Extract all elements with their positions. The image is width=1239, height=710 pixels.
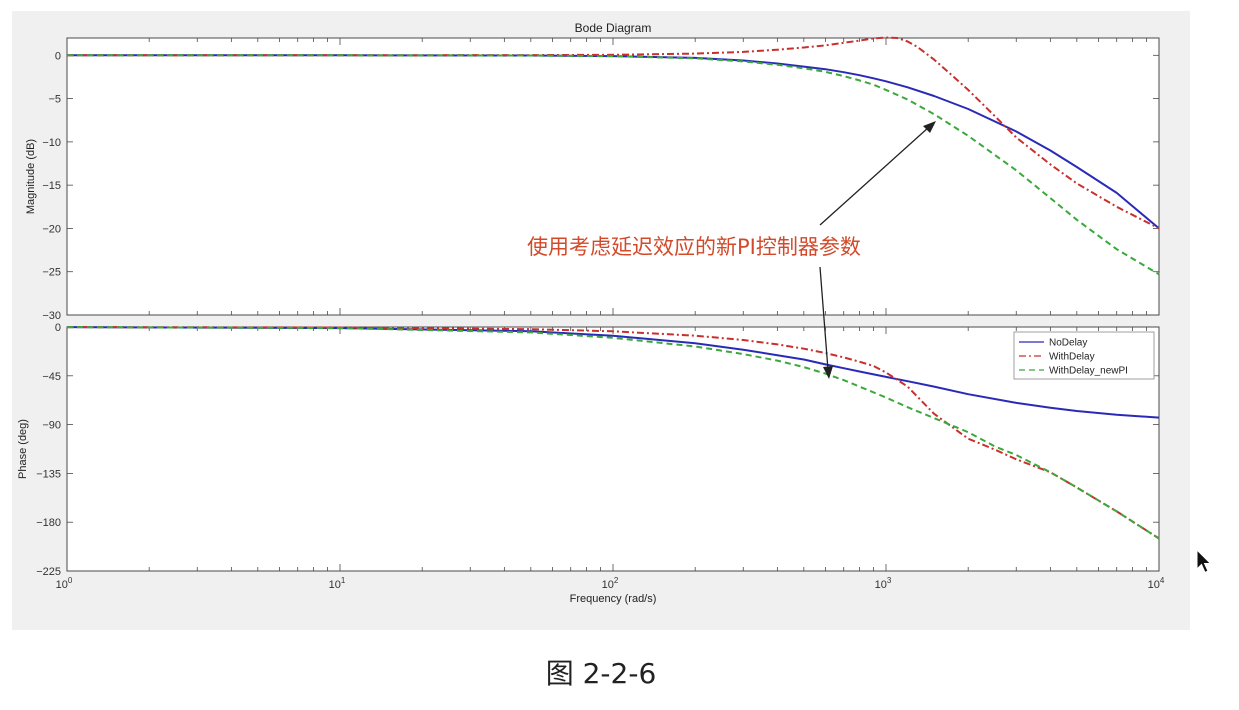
x-tick-label: 104 <box>1148 576 1165 591</box>
magnitude-axes <box>66 37 1160 316</box>
x-tick-label: 100 <box>56 576 73 591</box>
phase-series-nodelay <box>66 326 1160 419</box>
phase-y-tick-label: 0 <box>55 322 61 334</box>
phase-y-tick-label: −45 <box>42 371 61 383</box>
annotation-text: 使用考虑延迟效应的新PI控制器参数 <box>527 235 861 259</box>
legend-entry: WithDelay_newPI <box>1049 366 1128 377</box>
phase-axes <box>66 326 1160 572</box>
magnitude-y-tick-label: −25 <box>42 267 61 279</box>
x-tick-label: 101 <box>329 576 346 591</box>
magnitude-ylabel: Magnitude (dB) <box>25 139 37 214</box>
magnitude-y-tick-label: 0 <box>55 50 61 62</box>
magnitude-y-tick-label: −15 <box>42 180 61 192</box>
legend-entry: NoDelay <box>1049 338 1087 349</box>
legend-box <box>1013 331 1155 380</box>
phase-series-withdelay-newpi <box>66 326 1160 540</box>
figure-caption: 图 2-2-6 <box>545 657 657 690</box>
magnitude-y-tick-label: −10 <box>42 137 61 149</box>
mouse-pointer-icon <box>1196 549 1212 574</box>
phase-ylabel: Phase (deg) <box>17 419 29 479</box>
phase-y-tick-label: −135 <box>36 468 61 480</box>
magnitude-series-withdelay-newpi <box>67 54 1160 276</box>
phase-y-tick-label: −180 <box>36 517 61 529</box>
magnitude-y-tick-label: −20 <box>42 223 61 235</box>
annotation-arrowhead-down <box>823 366 833 379</box>
annotation-arrow-down <box>819 266 829 371</box>
chart-title: Bode Diagram <box>575 21 652 35</box>
x-tick-label: 103 <box>875 576 892 591</box>
x-tick-label: 102 <box>602 576 619 591</box>
phase-y-tick-label: −225 <box>36 566 61 578</box>
phase-series-withdelay <box>66 326 1160 540</box>
annotation-arrow-up <box>819 126 930 226</box>
legend-entry: WithDelay <box>1049 352 1095 363</box>
phase-y-tick-label: −90 <box>42 420 61 432</box>
annotation-arrowhead-up <box>923 121 936 133</box>
magnitude-y-tick-label: −30 <box>42 310 61 322</box>
bode-chart: Bode Diagram 100 101 102 103 104 Frequency (ra… <box>17 21 1165 605</box>
x-axis-label: Frequency (rad/s) <box>570 593 657 605</box>
magnitude-y-tick-label: −5 <box>48 94 61 106</box>
figure-panel: Bode Diagram 100 101 102 103 104 Frequency (ra… <box>12 11 1190 630</box>
